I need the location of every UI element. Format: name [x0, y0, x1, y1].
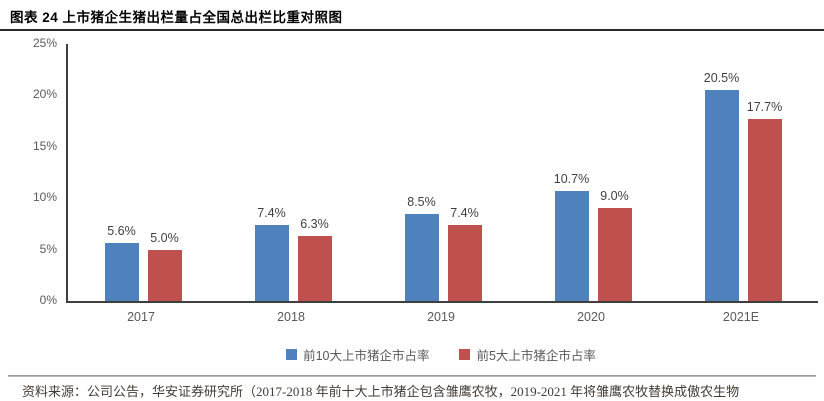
- x-axis-label: 2017: [127, 310, 155, 324]
- plot-area: 5.6% 5.0% 7.4% 6.3% 8.5% 7.4% 10.7% 9.0% 20.5% 17…: [66, 44, 818, 303]
- source-divider: [8, 375, 816, 377]
- bar: 9.0%: [597, 189, 632, 301]
- figure-title: 图表 24 上市猪企生猪出栏量占全国总出栏比重对照图: [10, 10, 343, 25]
- legend-swatch-icon: [286, 349, 298, 360]
- bar: 7.4%: [447, 206, 482, 301]
- y-axis-tick-label: 25%: [32, 36, 57, 50]
- y-axis-tick-label: 10%: [32, 190, 57, 205]
- y-axis-ticks: 0% 5% 10% 15% 20% 25%: [0, 0, 58, 340]
- x-axis-label: 2019: [427, 310, 455, 324]
- bar: 17.7%: [747, 100, 782, 301]
- x-axis-label: 2018: [277, 310, 305, 324]
- bar-value-label: 5.0%: [150, 230, 179, 245]
- bar-pair: 10.7% 9.0%: [554, 172, 632, 301]
- bar-value-label: 10.7%: [553, 172, 590, 187]
- bar-pair: 7.4% 6.3%: [254, 206, 332, 301]
- x-axis-label: 2021E: [722, 310, 760, 324]
- bar: 5.6%: [104, 224, 139, 301]
- source-note: 资料来源：公司公告，华安证券研究所（2017-2018 年前十大上市猪企包含雏鹰…: [22, 384, 740, 399]
- legend-label: 前10大上市猪企市占率: [303, 349, 430, 363]
- bar: 10.7%: [554, 172, 589, 301]
- y-axis-tick-label: 15%: [32, 138, 57, 153]
- legend-item: 前10大上市猪企市占率: [286, 345, 429, 364]
- bar-value-label: 6.3%: [300, 217, 329, 232]
- x-axis-label: 2020: [577, 310, 605, 324]
- title-divider: [0, 29, 824, 31]
- bar-value-label: 7.4%: [257, 205, 286, 220]
- bar: 7.4%: [254, 206, 289, 301]
- bar-pair: 20.5% 17.7%: [704, 71, 782, 301]
- legend-swatch-icon: [459, 349, 471, 360]
- legend-item: 前5大上市猪企市占率: [459, 345, 596, 364]
- y-axis-tick-label: 20%: [32, 87, 57, 102]
- bar-group-2021E: 20.5% 17.7%: [668, 44, 818, 301]
- x-axis-labels: 2017 2018 2019 2020 2021E: [66, 310, 816, 324]
- bar-group-2018: 7.4% 6.3%: [218, 44, 368, 301]
- bar-value-label: 7.4%: [450, 205, 479, 220]
- bar-group-2017: 5.6% 5.0%: [68, 44, 218, 301]
- bar-group-2019: 8.5% 7.4%: [368, 44, 518, 301]
- bar-group-2020: 10.7% 9.0%: [518, 44, 668, 301]
- bar-value-label: 20.5%: [703, 71, 740, 86]
- bar-value-label: 17.7%: [746, 100, 783, 115]
- bar-value-label: 9.0%: [600, 189, 629, 204]
- legend-label: 前5大上市猪企市占率: [476, 349, 596, 363]
- legend: 前10大上市猪企市占率 前5大上市猪企市占率: [66, 345, 816, 364]
- bar: 20.5%: [704, 71, 739, 301]
- bar-value-label: 8.5%: [407, 194, 436, 209]
- bar-value-label: 5.6%: [107, 224, 136, 239]
- bar-pair: 8.5% 7.4%: [404, 195, 482, 301]
- y-axis-tick-label: 0%: [39, 293, 57, 307]
- bar: 6.3%: [297, 217, 332, 301]
- bar: 8.5%: [404, 195, 439, 301]
- y-axis-tick-label: 5%: [39, 241, 57, 256]
- bar-pair: 5.6% 5.0%: [104, 224, 182, 301]
- bar: 5.0%: [147, 231, 182, 301]
